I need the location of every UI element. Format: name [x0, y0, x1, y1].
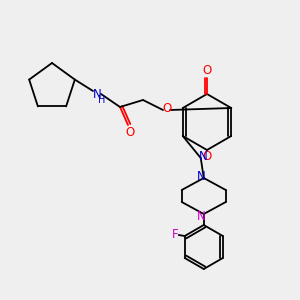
Text: F: F	[171, 229, 178, 242]
Text: O: O	[202, 64, 211, 77]
Text: N: N	[196, 209, 205, 223]
Text: N: N	[93, 88, 101, 100]
Text: H: H	[98, 95, 106, 105]
Text: N: N	[196, 169, 205, 182]
Text: O: O	[202, 149, 211, 163]
Text: O: O	[125, 125, 135, 139]
Text: O: O	[162, 103, 172, 116]
Text: N: N	[198, 149, 207, 163]
